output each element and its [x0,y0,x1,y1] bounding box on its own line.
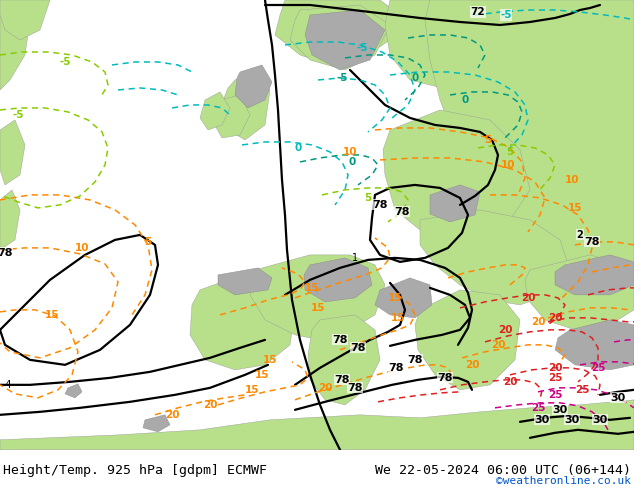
Text: 5: 5 [507,147,514,157]
Text: 78: 78 [388,363,404,373]
Text: 2: 2 [577,230,583,240]
Text: 10: 10 [75,243,89,253]
Text: 25: 25 [575,385,589,395]
Text: 25: 25 [591,363,605,373]
Text: 15: 15 [255,370,269,380]
Text: 1: 1 [352,253,358,263]
Text: 20: 20 [491,340,505,350]
Text: 20: 20 [498,325,512,335]
Text: 25: 25 [531,403,545,413]
Text: 20: 20 [465,360,479,370]
Text: 15: 15 [45,310,59,320]
Text: Height/Temp. 925 hPa [gdpm] ECMWF: Height/Temp. 925 hPa [gdpm] ECMWF [3,464,267,477]
Text: 20: 20 [521,293,535,303]
Text: 78: 78 [407,355,423,365]
Text: 15: 15 [388,293,402,303]
Text: 78: 78 [347,383,363,393]
Text: 25: 25 [548,373,562,383]
Text: 20: 20 [548,363,562,373]
Text: 78: 78 [585,237,600,247]
Text: 30: 30 [592,415,607,425]
Text: 10: 10 [343,147,357,157]
Text: 78: 78 [332,335,348,345]
Text: 0: 0 [348,157,356,167]
Text: 78: 78 [372,200,388,210]
Text: 78: 78 [350,343,366,353]
Text: 30: 30 [611,393,626,403]
Text: 20: 20 [531,317,545,327]
Text: 4: 4 [4,380,11,390]
Text: 15: 15 [391,313,405,323]
Text: 5: 5 [145,237,152,247]
Text: -5: -5 [59,57,71,67]
Text: 0: 0 [294,143,302,153]
Text: -5: -5 [356,43,368,53]
Text: We 22-05-2024 06:00 UTC (06+144): We 22-05-2024 06:00 UTC (06+144) [375,464,631,477]
Text: 10: 10 [501,160,515,170]
Text: 72: 72 [470,7,485,17]
Text: 20: 20 [548,313,562,323]
Text: 78: 78 [394,207,410,217]
Text: 20: 20 [318,383,332,393]
Text: 15: 15 [305,283,320,293]
Text: 20: 20 [503,377,517,387]
Text: 78: 78 [437,373,453,383]
Text: -5: -5 [500,10,512,20]
Text: 15: 15 [568,203,582,213]
Text: -5: -5 [336,73,348,83]
Text: ©weatheronline.co.uk: ©weatheronline.co.uk [496,476,631,486]
Text: 78: 78 [334,375,350,385]
Text: 5: 5 [484,135,491,145]
Text: 15: 15 [262,355,277,365]
Text: 15: 15 [245,385,259,395]
Text: 30: 30 [564,415,579,425]
Text: 30: 30 [552,405,567,415]
Text: 5: 5 [365,193,372,203]
Text: -5: -5 [12,110,23,120]
Text: 78: 78 [0,248,13,258]
Text: 10: 10 [565,175,579,185]
Text: 20: 20 [165,410,179,420]
Text: 25: 25 [548,390,562,400]
Text: 30: 30 [534,415,550,425]
Text: 0: 0 [462,95,469,105]
Text: 0: 0 [411,73,418,83]
Text: 15: 15 [311,303,325,313]
Text: 20: 20 [203,400,217,410]
